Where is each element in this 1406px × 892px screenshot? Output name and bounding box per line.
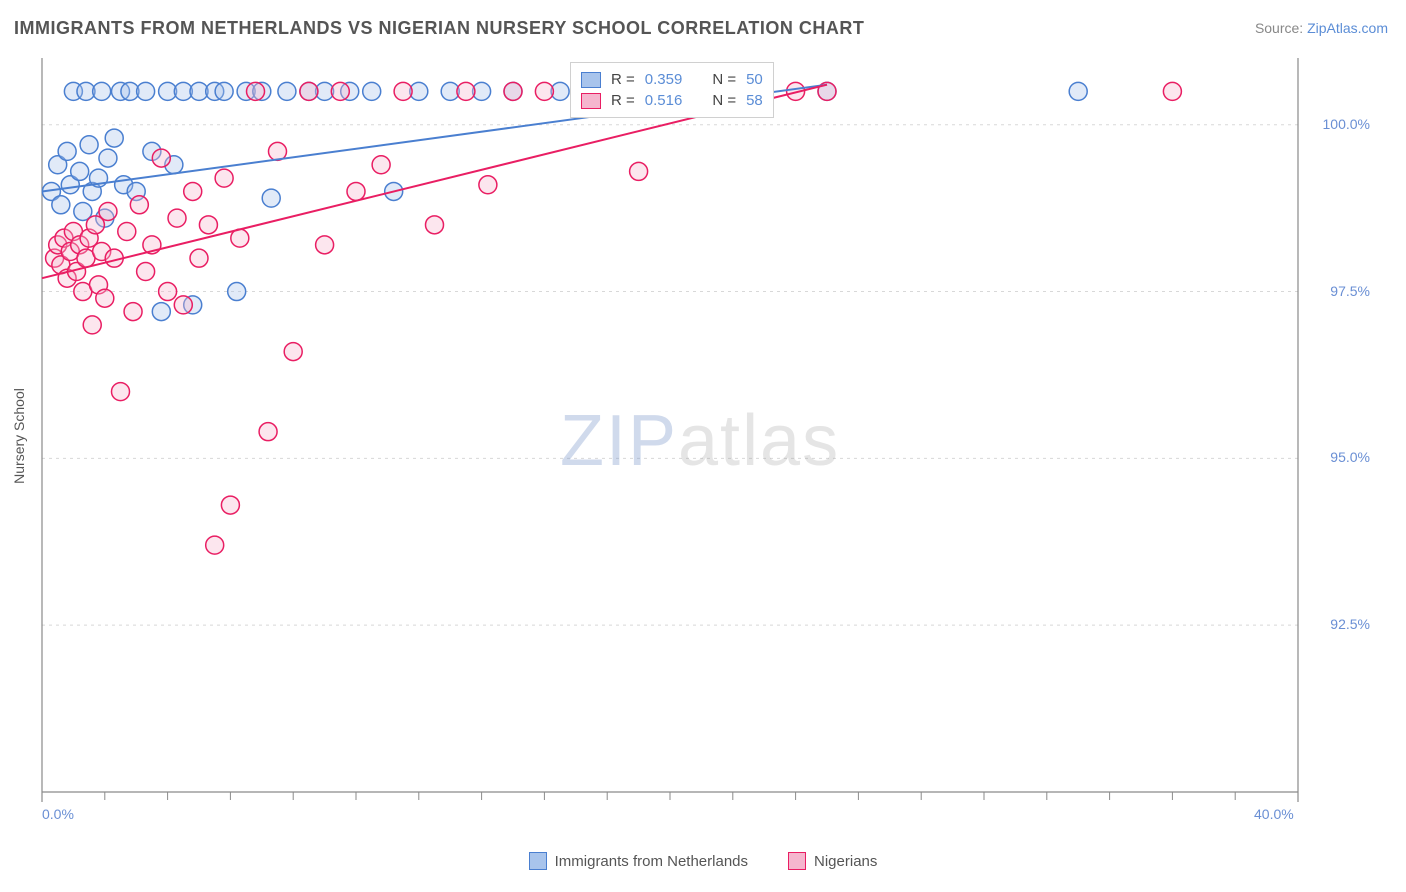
stats-r-label: R = [611, 71, 635, 88]
legend-swatch-netherlands [529, 852, 547, 870]
y-tick-label: 100.0% [1323, 116, 1370, 132]
stats-n-label: N = [712, 71, 736, 88]
x-tick-label: 0.0% [42, 806, 74, 822]
stats-row: R = 0.359 N = 50 [581, 69, 763, 90]
legend-item-nigerians: Nigerians [788, 852, 877, 870]
bottom-legend: Immigrants from Netherlands Nigerians [0, 852, 1406, 870]
y-axis-label: Nursery School [11, 388, 27, 484]
legend-swatch-nigerians [788, 852, 806, 870]
stats-n-value: 50 [746, 71, 763, 88]
legend-item-netherlands: Immigrants from Netherlands [529, 852, 748, 870]
stats-swatch [581, 93, 601, 109]
y-tick-label: 95.0% [1330, 449, 1370, 465]
stats-n-value: 58 [746, 92, 763, 109]
source-attribution: Source: ZipAtlas.com [1255, 20, 1388, 36]
scatter-chart-svg [40, 56, 1300, 816]
stats-r-label: R = [611, 92, 635, 109]
legend-label-nigerians: Nigerians [814, 853, 877, 870]
y-tick-label: 92.5% [1330, 616, 1370, 632]
stats-swatch [581, 72, 601, 88]
y-tick-label: 97.5% [1330, 283, 1370, 299]
source-label: Source: [1255, 20, 1307, 36]
plot-area [40, 56, 1300, 816]
stats-n-label: N = [712, 92, 736, 109]
y-axis-label-wrap: Nursery School [4, 56, 34, 816]
chart-container: IMMIGRANTS FROM NETHERLANDS VS NIGERIAN … [0, 0, 1406, 892]
stats-r-value: 0.359 [645, 71, 683, 88]
stats-box: R = 0.359 N = 50 R = 0.516 N = 58 [570, 62, 774, 118]
stats-r-value: 0.516 [645, 92, 683, 109]
chart-title: IMMIGRANTS FROM NETHERLANDS VS NIGERIAN … [14, 18, 864, 39]
source-link[interactable]: ZipAtlas.com [1307, 20, 1388, 36]
x-tick-label: 40.0% [1254, 806, 1294, 822]
stats-row: R = 0.516 N = 58 [581, 90, 763, 111]
legend-label-netherlands: Immigrants from Netherlands [555, 853, 748, 870]
